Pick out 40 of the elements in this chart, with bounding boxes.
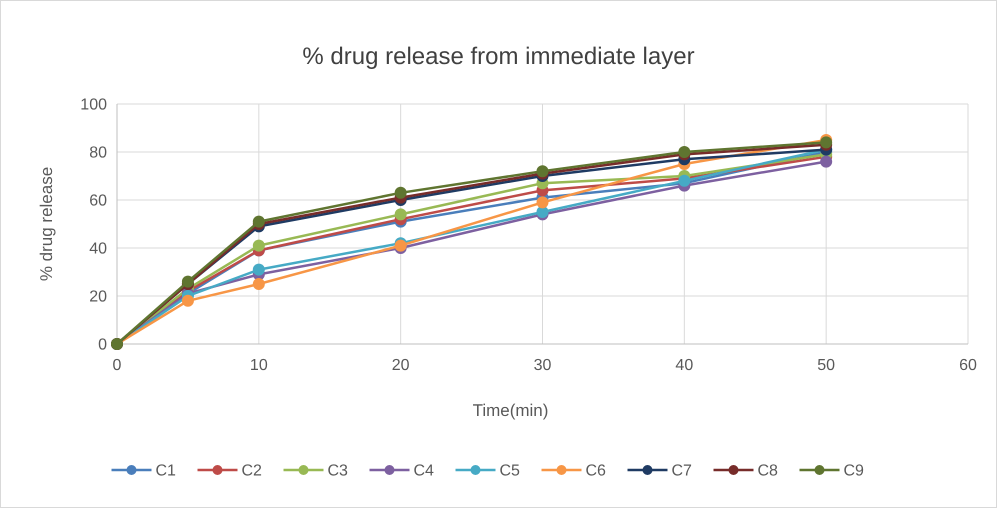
x-axis-title: Time(min) [472, 401, 548, 420]
x-tick-label: 10 [250, 357, 268, 374]
y-tick-label: 100 [80, 96, 108, 114]
point [820, 136, 832, 148]
x-tick-label: 50 [817, 357, 836, 374]
legend-label: C3 [328, 462, 348, 480]
y-tick-label: 60 [89, 192, 108, 210]
x-tick-label: 40 [675, 357, 694, 374]
point [678, 146, 690, 158]
legend-label: C1 [156, 462, 176, 480]
x-tick-label: 0 [112, 357, 122, 374]
chart-title: % drug release from immediate layer [302, 43, 695, 70]
legend-label: C5 [500, 462, 520, 480]
y-tick-label: 80 [89, 144, 108, 162]
y-axis-title: % drug release [37, 166, 56, 282]
legend-label: C2 [242, 462, 262, 480]
x-tick-label: 60 [959, 357, 977, 374]
point [252, 278, 265, 290]
x-tick-label: 20 [392, 357, 410, 374]
legend-label: C7 [672, 462, 692, 480]
point [678, 174, 690, 187]
point [252, 216, 265, 228]
legend-label: C6 [586, 462, 606, 480]
y-tick-label: 20 [89, 288, 108, 306]
point [394, 186, 407, 199]
point [536, 165, 548, 178]
legend-label: C4 [414, 462, 434, 480]
point [182, 276, 194, 288]
y-tick-label: 40 [89, 240, 108, 258]
point [252, 240, 265, 252]
legend-label: C9 [844, 462, 864, 480]
legend-label: C8 [758, 462, 778, 480]
point [252, 264, 265, 276]
y-tick-label: 0 [98, 336, 108, 354]
point [182, 294, 194, 307]
point [394, 208, 407, 220]
x-tick-label: 30 [534, 357, 552, 374]
point [820, 156, 832, 168]
point [394, 240, 407, 252]
point [536, 196, 548, 208]
